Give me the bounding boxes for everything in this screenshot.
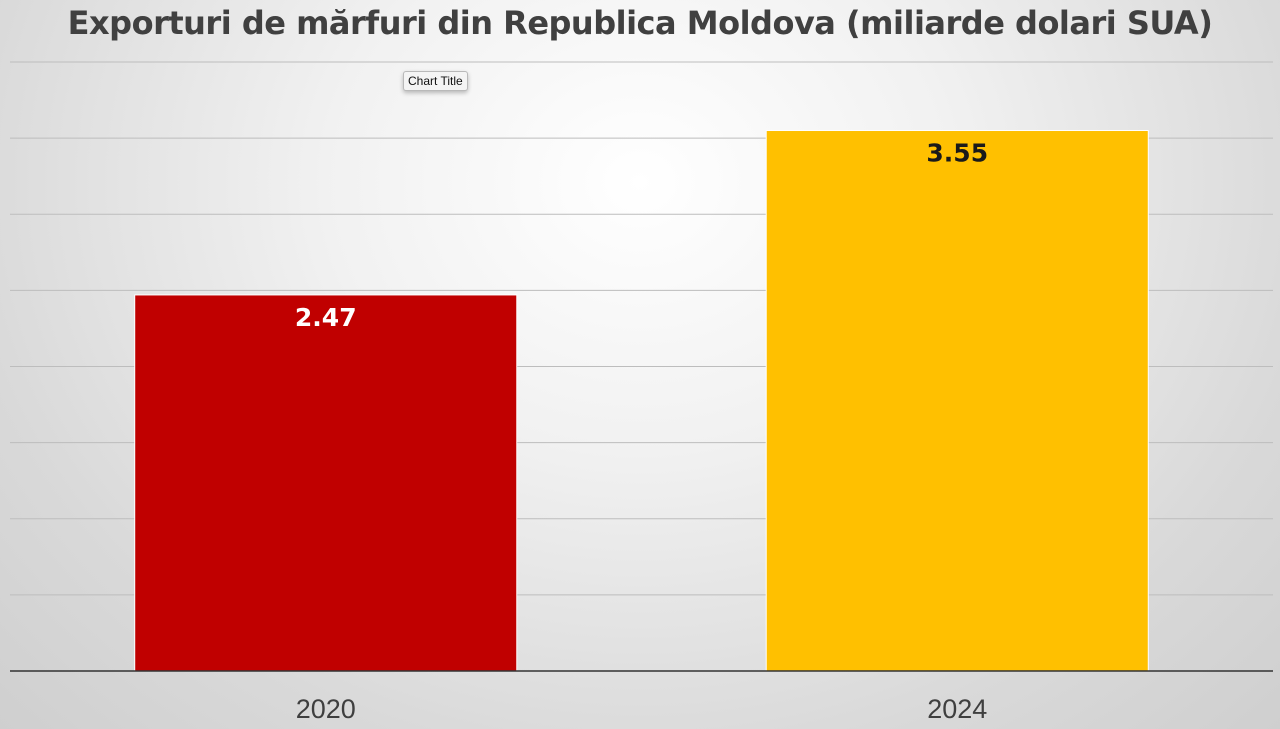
x-tick-label-2024: 2024 [927,694,987,724]
data-labels: 2.47 3.55 [295,139,988,332]
data-label-2020: 2.47 [295,303,357,332]
bar-2020[interactable] [134,294,518,672]
bar-2024[interactable] [765,130,1149,672]
chart-title-tooltip: Chart Title [403,71,468,91]
data-label-2024: 3.55 [926,139,988,168]
x-tick-label-2020: 2020 [296,694,356,724]
bars [134,130,1149,672]
chart-title[interactable]: Exporturi de mărfuri din Republica Moldo… [67,4,1213,42]
x-axis-tick-labels: 2020 2024 [296,694,988,724]
